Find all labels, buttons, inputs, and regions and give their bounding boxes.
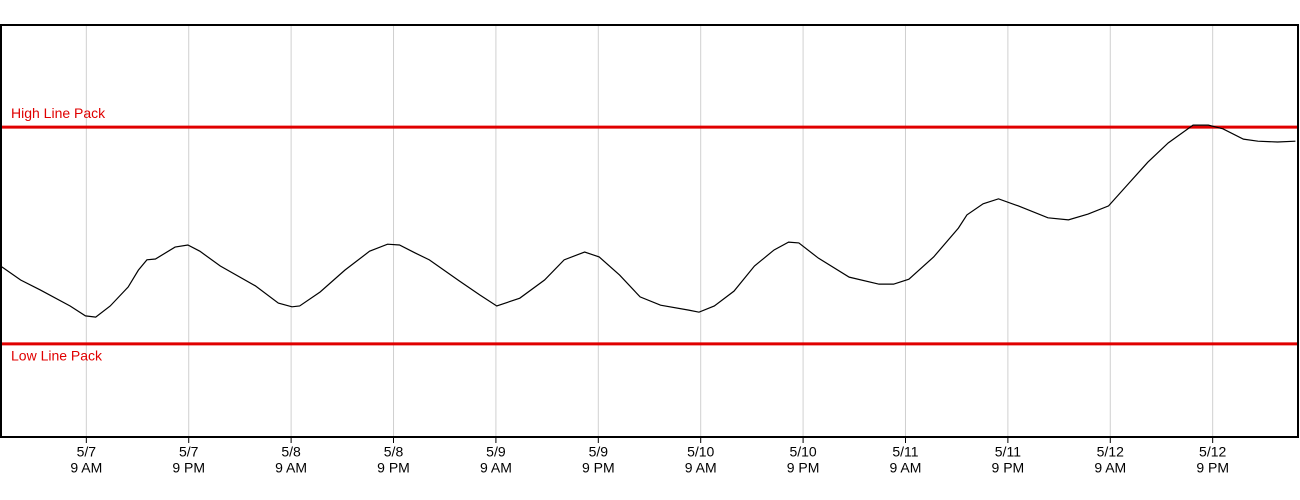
reference-label: High Line Pack [11,105,106,121]
x-tick-label: 9 PM [1196,460,1229,476]
x-tick-label: 9 AM [480,460,512,476]
plot-frame [0,24,1299,438]
x-tick-label: 9 AM [70,460,102,476]
data-line [1,124,1296,318]
x-tick-label: 9 PM [787,460,820,476]
x-tick-label: 5/11 [995,444,1021,460]
reference-label: Low Line Pack [11,348,103,364]
x-tick-label: 5/10 [789,444,816,460]
x-tick-label: 9 PM [582,460,615,476]
x-tick-label: 9 AM [1094,460,1126,476]
x-tick-label: 5/8 [281,444,301,460]
x-tick-label: 5/9 [486,444,506,460]
x-tick-label: 5/7 [179,444,199,460]
x-tick-label: 5/12 [1097,444,1124,460]
x-tick-label: 5/12 [1199,444,1226,460]
x-tick-label: 5/11 [892,444,918,460]
x-tick-label: 5/9 [589,444,609,460]
x-tick-label: 9 AM [890,460,922,476]
x-tick-label: 5/8 [384,444,404,460]
x-tick-label: 9 AM [685,460,717,476]
x-tick-label: 5/10 [687,444,714,460]
x-tick-label: 5/7 [77,444,97,460]
x-tick-label: 9 PM [172,460,205,476]
x-tick-label: 9 AM [275,460,307,476]
x-tick-label: 9 PM [992,460,1025,476]
x-tick-label: 9 PM [377,460,410,476]
